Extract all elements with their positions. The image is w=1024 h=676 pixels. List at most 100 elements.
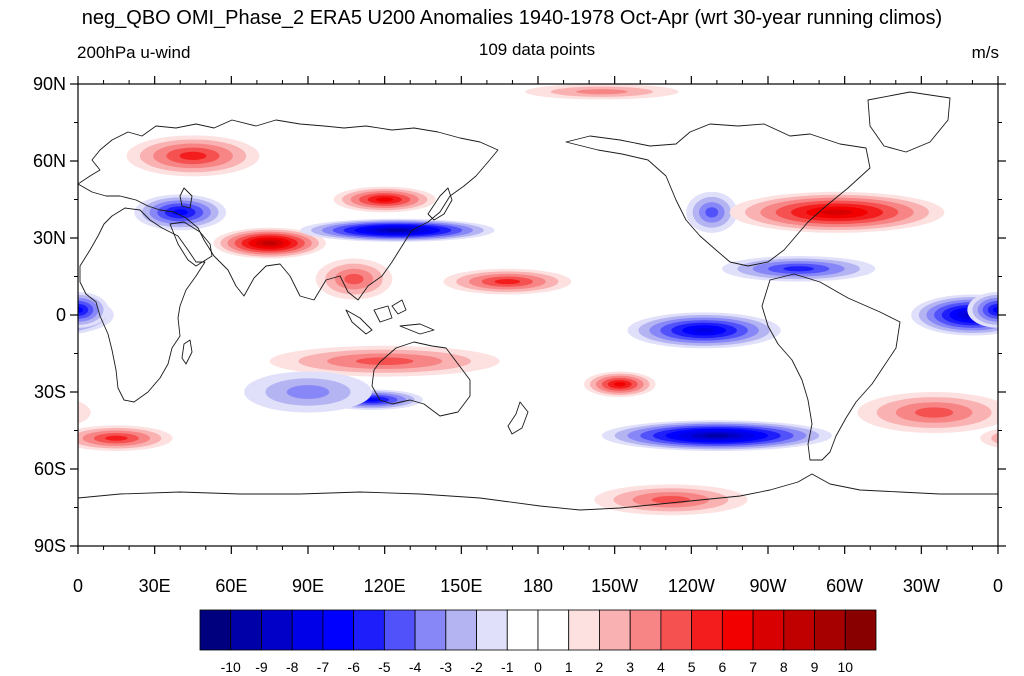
contour-level [386,229,409,232]
anomaly-positive-20 [594,484,748,516]
coastline-south-america [761,273,901,461]
colorbar-box [199,609,232,651]
coastline-antarctica [78,473,998,511]
colorbar-label: -8 [286,659,299,675]
contour-level-wrap [991,432,998,444]
x-tick-label: 90E [292,576,324,596]
axis-labels: 90N 60N 30N 0 30S 60S 90S 0 30E 60E 90E 120E 150E 180… [33,74,1003,596]
anomaly-positive-2 [213,227,326,259]
contour-level [78,306,84,313]
contour-level [105,435,128,441]
anomaly-positive-14 [584,371,656,398]
anomaly-negative-21 [244,371,372,413]
colorbar-box [691,609,723,651]
coastline-japan [427,187,453,221]
colorbar-box [844,609,877,651]
colorbar-label: -7 [317,659,330,675]
anomaly-positive-17 [525,84,679,100]
contour-level [355,357,414,366]
colorbar-label: -2 [470,659,483,675]
x-tick-label: 60W [826,576,863,596]
contour-level [262,241,277,246]
coastline-caspian [179,187,193,209]
colorbar-label: 4 [657,659,665,675]
colorbar-label: 5 [688,659,696,675]
colorbar-box [261,609,293,651]
x-tick-label: 180 [523,576,553,596]
anomaly-positive-4 [333,186,436,213]
figure-title: neg_QBO OMI_Phase_2 ERA5 U200 Anomalies … [81,7,943,29]
coastline-indonesia [345,299,435,335]
colorbar-label: 10 [837,659,853,675]
x-tick-label: 30W [903,576,940,596]
colorbar-box [599,609,631,651]
contour-level [494,279,521,285]
x-tick-label: 120E [364,576,406,596]
colorbar-label: -9 [255,659,268,675]
anomaly-positive-8 [729,191,945,233]
colorbar-box [322,609,355,651]
colorbar-box [537,609,570,651]
colorbar-box [660,609,693,651]
x-tick-label: 30E [139,576,171,596]
colorbar-box [291,609,324,651]
y-tick-label: 60S [34,459,66,479]
colorbar-label: 6 [718,659,726,675]
coastline-new-zealand [507,401,529,435]
anomaly-positive-0 [126,135,260,177]
colorbar-box [353,609,385,651]
contour-level [286,385,330,399]
colorbar-box [414,609,447,651]
y-tick-label: 90S [34,536,66,556]
coastline-greenland [867,91,951,153]
y-tick-label: 60N [33,151,66,171]
anomaly-negative-12 [78,291,998,328]
contour-level [172,209,188,216]
colorbar-label: -1 [501,659,514,675]
colorbar-box [721,609,754,651]
anomaly-positive-18 [78,425,998,452]
anomaly-positive-5 [443,268,572,295]
colorbar-label: -4 [409,659,422,675]
coastline-arabia [169,221,213,267]
colorbar-label: -10 [221,659,241,675]
colorbar-label: -6 [347,659,360,675]
colorbar-label: 3 [626,659,634,675]
contour-level [705,207,719,218]
anomaly-negative-3 [300,218,495,242]
contour-level-wrap [980,428,998,448]
contour-level [613,382,626,387]
coastline-madagascar [181,339,193,365]
anomaly-positive-19 [78,392,998,434]
contour-level [693,327,716,333]
coastline-africa [79,207,206,403]
colorbar-label: 1 [565,659,573,675]
coastline-eurasia [78,119,499,301]
colorbar-box [568,609,600,651]
x-tick-label: 0 [993,576,1003,596]
anomaly-negative-10 [627,312,781,349]
contour-level-wrap [992,306,998,313]
anomaly-contours [78,84,998,516]
contour-level [821,209,853,216]
colorbar-label: -3 [440,659,453,675]
y-tick-label: 30S [34,382,66,402]
coastlines [78,91,998,511]
contour-level [704,433,730,438]
colorbar-label: 2 [596,659,604,675]
colorbar-label: 7 [749,659,757,675]
anomaly-positive-13 [269,345,500,377]
colorbar-box [445,609,477,651]
colorbar-label: -5 [378,659,391,675]
colorbar-boxes [199,609,877,651]
anomaly-negative-9 [722,255,876,282]
y-tick-label: 90N [33,74,66,94]
contour-level [576,89,628,95]
colorbar-labels: -10 -9 -8 -7 -6 -5 -4 -3 -2 -1 0 1 2 3 4 5 6 7 8 9 10 [221,659,854,675]
y-tick-label: 0 [56,305,66,325]
contour-level [179,151,207,160]
x-tick-label: 90W [749,576,786,596]
colorbar-label: 8 [780,659,788,675]
